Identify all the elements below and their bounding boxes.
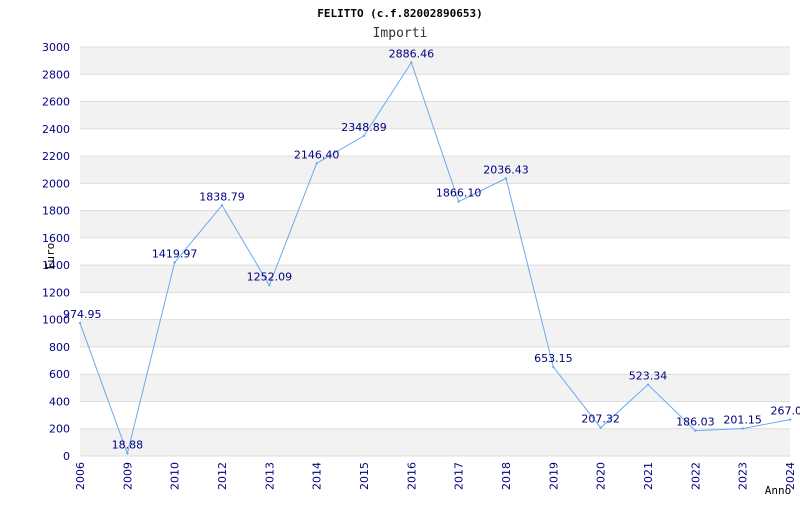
data-point <box>173 261 175 263</box>
data-label: 267.0 <box>771 405 800 418</box>
y-tick-label: 600 <box>49 368 70 381</box>
x-tick-label: 2006 <box>74 462 87 490</box>
x-tick-label: 2023 <box>737 462 750 490</box>
x-tick-label: 2009 <box>121 462 134 490</box>
grid-band <box>80 429 790 456</box>
y-axis-label: Euro <box>44 243 57 270</box>
data-point <box>457 200 459 202</box>
x-axis-ticks: 2006 2009 2010 2012 2013 2014 2015 2016 2017 2018… <box>74 462 797 490</box>
y-tick-label: 3000 <box>42 41 70 54</box>
y-tick-label: 2000 <box>42 177 70 190</box>
data-point <box>599 427 601 429</box>
y-tick-label: 1800 <box>42 205 70 218</box>
data-label: 2348.89 <box>341 121 387 134</box>
data-label: 207.32 <box>581 413 620 426</box>
y-tick-label: 200 <box>49 423 70 436</box>
data-point <box>505 177 507 179</box>
grid-band <box>80 156 790 183</box>
y-tick-label: 800 <box>49 341 70 354</box>
data-label: 1419.97 <box>152 247 198 260</box>
grid-band <box>80 102 790 129</box>
y-tick-label: 2800 <box>42 68 70 81</box>
data-label: 974.95 <box>63 308 102 321</box>
x-tick-label: 2017 <box>453 462 466 490</box>
x-tick-label: 2015 <box>358 462 371 490</box>
grid-band <box>80 320 790 347</box>
data-point <box>694 429 696 431</box>
data-label: 523.34 <box>629 370 668 383</box>
data-point <box>789 418 791 420</box>
grid-band <box>80 265 790 292</box>
data-label: 1252.09 <box>247 270 293 283</box>
data-label: 1838.79 <box>199 190 245 203</box>
grid-band <box>80 47 790 74</box>
data-label: 653.15 <box>534 352 573 365</box>
y-tick-label: 400 <box>49 395 70 408</box>
x-tick-label: 2022 <box>689 462 702 490</box>
data-label: 18.88 <box>112 438 144 451</box>
data-label: 186.03 <box>676 416 715 429</box>
grid-band <box>80 211 790 238</box>
x-tick-label: 2018 <box>500 462 513 490</box>
data-label: 201.15 <box>723 414 762 427</box>
data-point <box>268 284 270 286</box>
x-tick-label: 2012 <box>216 462 229 490</box>
data-point <box>741 427 743 429</box>
data-label: 2886.46 <box>389 47 435 60</box>
chart-subtitle: Importi <box>373 26 428 41</box>
x-tick-label: 2021 <box>642 462 655 490</box>
y-tick-label: 2200 <box>42 150 70 163</box>
y-tick-label: 0 <box>63 450 70 463</box>
x-tick-label: 2010 <box>169 462 182 490</box>
data-point <box>79 322 81 324</box>
data-point <box>126 452 128 454</box>
data-label: 2146.40 <box>294 148 340 161</box>
y-tick-label: 2400 <box>42 123 70 136</box>
x-tick-label: 2020 <box>595 462 608 490</box>
data-point <box>363 135 365 137</box>
x-tick-label: 2016 <box>405 462 418 490</box>
data-point <box>221 204 223 206</box>
y-tick-label: 1200 <box>42 286 70 299</box>
x-axis-label: Anno <box>765 484 792 497</box>
grid-band <box>80 374 790 401</box>
x-tick-label: 2019 <box>547 462 560 490</box>
y-tick-label: 2600 <box>42 96 70 109</box>
data-point <box>410 61 412 63</box>
x-tick-label: 2014 <box>311 462 324 490</box>
chart-title: FELITTO (c.f.82002890653) <box>317 7 483 20</box>
data-point <box>647 383 649 385</box>
x-tick-label: 2013 <box>263 462 276 490</box>
data-label: 1866.10 <box>436 187 482 200</box>
data-point <box>552 366 554 368</box>
data-point <box>315 162 317 164</box>
data-label: 2036.43 <box>483 163 529 176</box>
